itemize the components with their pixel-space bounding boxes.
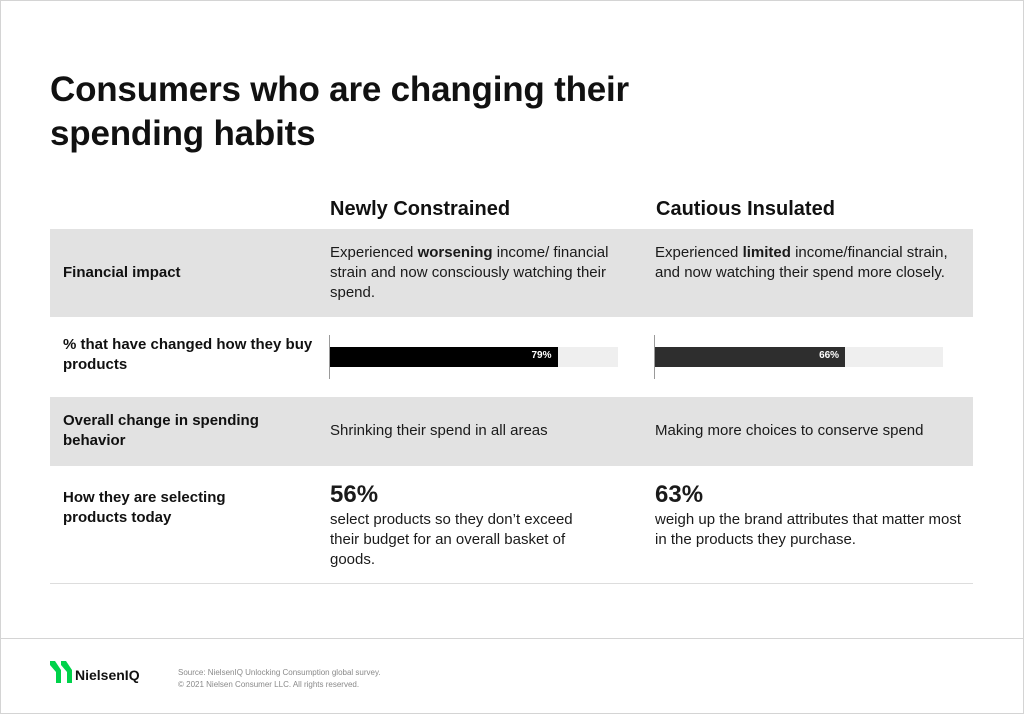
bar-value-label: 66% xyxy=(819,350,840,361)
row-label: % that have changed how they buy product… xyxy=(63,336,313,373)
row-changed-buying: % that have changed how they buy product… xyxy=(50,317,973,397)
bar-cautious-insulated: 66% xyxy=(654,335,944,379)
row-selecting-products: How they are selecting products today 56… xyxy=(50,466,973,584)
source-text: Source: NielsenIQ Unlocking Consumption … xyxy=(178,668,381,677)
bar-axis xyxy=(654,335,655,379)
row-overall-change: Overall change in spending behavior Shri… xyxy=(50,397,973,466)
nielseniq-logo-icon xyxy=(50,661,72,683)
column-header-cautious-insulated: Cautious Insulated xyxy=(656,198,835,220)
row-label: Financial impact xyxy=(63,264,181,281)
footer-divider xyxy=(0,638,1024,639)
stat-value: 63% xyxy=(655,481,704,508)
selecting-newly-constrained: 56% select products so they don’t exceed… xyxy=(330,482,600,570)
overall-newly-constrained: Shrinking their spend in all areas xyxy=(330,422,548,439)
bar-fill: 66% xyxy=(655,347,846,367)
bar-axis xyxy=(329,335,330,379)
source-note: Source: NielsenIQ Unlocking Consumption … xyxy=(178,667,381,691)
stat-value: 56% xyxy=(330,481,379,508)
bar-newly-constrained: 79% xyxy=(329,335,619,379)
row-label: Overall change in spending behavior xyxy=(63,412,259,449)
logo-wordmark: NielsenIQ xyxy=(75,667,140,683)
copyright-text: © 2021 Nielsen Consumer LLC. All rights … xyxy=(178,680,360,689)
row-financial-impact: Financial impact Experienced worsening i… xyxy=(50,229,973,317)
financial-impact-cautious-insulated: Experienced limited income/financial str… xyxy=(655,244,948,281)
bar-track: 79% xyxy=(330,347,618,367)
bar-value-label: 79% xyxy=(531,350,552,361)
bar-track: 66% xyxy=(655,347,943,367)
stat-description: select products so they don’t exceed the… xyxy=(330,511,573,568)
stat-description: weigh up the brand attributes that matte… xyxy=(655,511,961,548)
bar-fill: 79% xyxy=(330,347,558,367)
financial-impact-newly-constrained: Experienced worsening income/ financial … xyxy=(330,244,609,301)
column-header-newly-constrained: Newly Constrained xyxy=(330,198,511,220)
row-label: How they are selecting products today xyxy=(63,489,226,526)
page-title: Consumers who are changing their spendin… xyxy=(50,70,629,153)
overall-cautious-insulated: Making more choices to conserve spend xyxy=(655,422,924,439)
selecting-cautious-insulated: 63% weigh up the brand attributes that m… xyxy=(655,482,965,550)
